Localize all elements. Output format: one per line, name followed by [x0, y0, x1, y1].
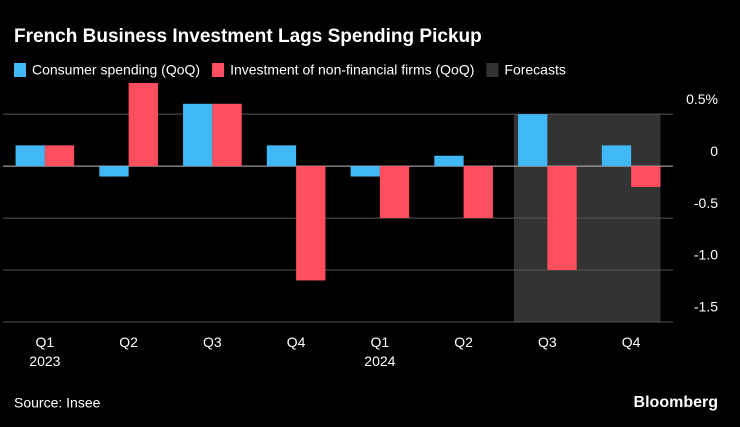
bar: [379, 166, 410, 219]
legend-label: Investment of non-financial firms (QoQ): [230, 62, 474, 78]
brand: Bloomberg: [634, 394, 718, 411]
bar: [547, 166, 577, 271]
bar: [631, 166, 661, 187]
y-tick-label: -0.5: [694, 195, 718, 211]
x-tick-label: Q3: [538, 334, 557, 350]
bar: [601, 145, 632, 167]
bar: [296, 166, 326, 281]
y-tick-label: 0: [710, 143, 718, 159]
bar: [463, 166, 493, 219]
bar: [15, 145, 45, 167]
x-tick-label: Q1 2024: [364, 334, 396, 369]
y-tick-label: -1.0: [694, 247, 718, 263]
bar: [44, 145, 75, 167]
bar: [350, 166, 380, 177]
bar: [99, 166, 129, 177]
legend-swatch: [14, 63, 26, 77]
source: Source: Insee: [14, 395, 101, 411]
legend-label: Forecasts: [504, 62, 565, 78]
x-tick-label: Q1 2023: [29, 334, 61, 369]
legend-swatch: [486, 63, 499, 77]
y-tick-label: 0.5%: [686, 91, 718, 107]
y-tick-label: -1.5: [694, 299, 718, 315]
bar: [183, 103, 213, 167]
legend-swatch: [212, 63, 225, 77]
x-tick-label: Q2: [454, 334, 473, 350]
bar: [434, 155, 464, 167]
x-tick-label: Q4: [286, 334, 306, 350]
chart-title: French Business Investment Lags Spending…: [14, 26, 482, 47]
x-tick-label: Q2: [119, 334, 138, 350]
x-tick-label: Q4: [621, 334, 641, 350]
bar: [128, 83, 158, 167]
bar: [266, 145, 297, 167]
bar: [518, 114, 548, 167]
bar: [212, 103, 242, 167]
legend-label: Consumer spending (QoQ): [32, 62, 200, 78]
x-tick-label: Q3: [203, 334, 222, 350]
